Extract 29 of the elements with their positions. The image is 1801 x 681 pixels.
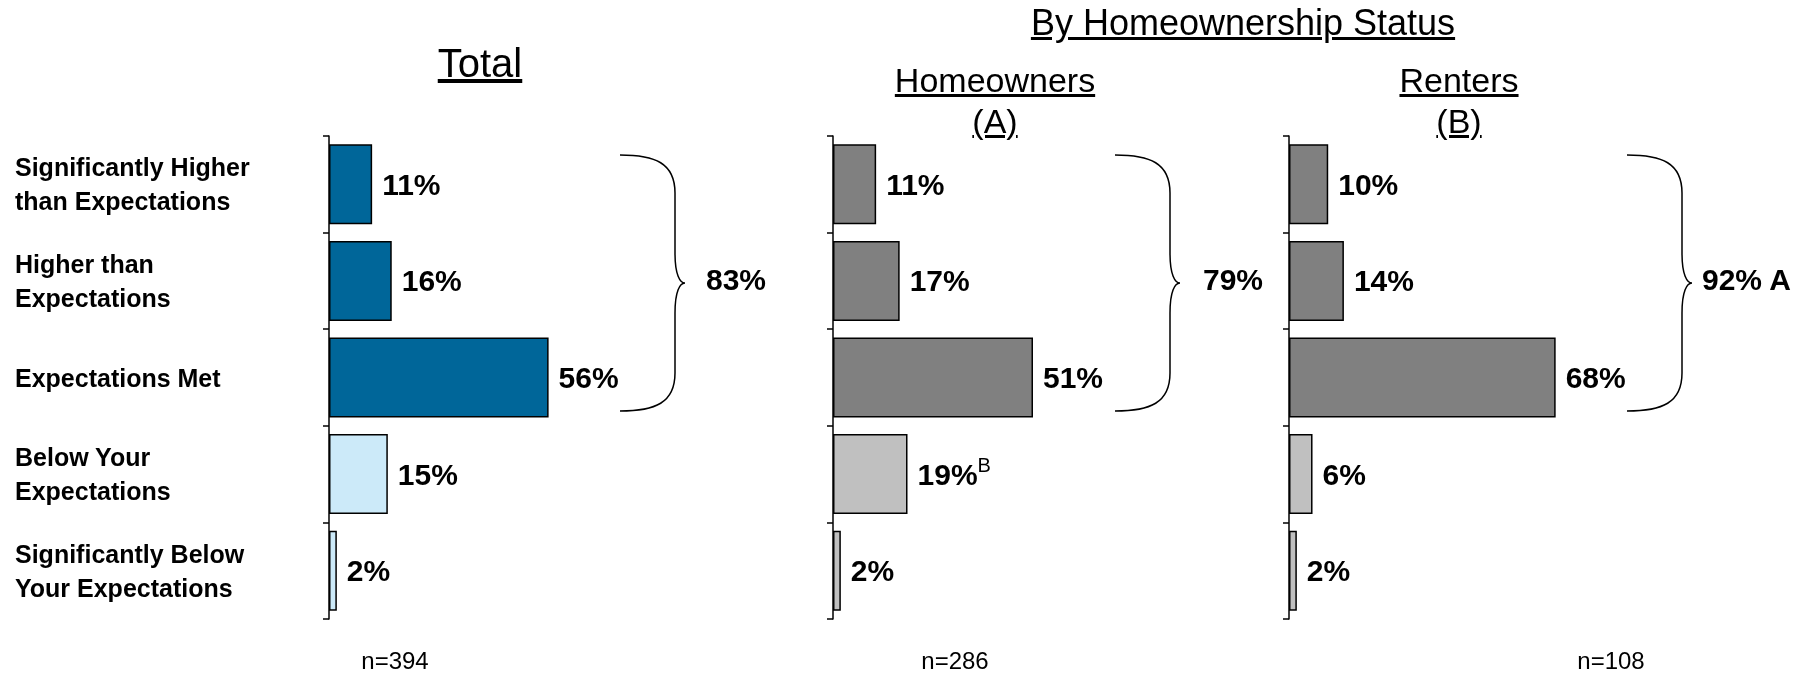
data-label: 68% <box>1565 361 1626 394</box>
data-label: 2% <box>1306 554 1351 588</box>
y-tick-label: Higher than Expectations <box>15 249 171 312</box>
chart-title: Total <box>436 40 524 86</box>
y-tick-label: Expectations Met <box>15 363 222 392</box>
data-label: 56% <box>558 361 619 394</box>
data-label: 51% <box>1043 361 1104 394</box>
text: n=394 <box>360 647 430 675</box>
text: n=286 <box>920 647 990 675</box>
text: 79% <box>1203 263 1264 298</box>
data-label: 15% <box>397 457 458 491</box>
data-label: 2% <box>346 554 391 588</box>
data-label: 2% <box>850 554 895 588</box>
data-label: 6% <box>1322 457 1366 491</box>
y-tick-label: Significantly Below Your Expectations <box>15 539 252 602</box>
text: By Homeownership Status <box>1029 2 1457 44</box>
y-tick-label: Below Your Expectations <box>15 443 171 506</box>
chart-subtitle: Homeowners (A) <box>893 60 1097 142</box>
data-label: 11% <box>886 167 945 201</box>
data-label: 11% <box>382 167 441 201</box>
data-label: 17% <box>909 264 970 298</box>
data-label: 16% <box>401 264 462 298</box>
y-tick-label: Significantly Higher than Expectations <box>15 153 257 216</box>
text: 92% A <box>1702 263 1791 298</box>
chart-subtitle: Renters (B) <box>1398 60 1520 142</box>
text: 83% <box>706 263 767 298</box>
data-label: 10% <box>1338 167 1399 201</box>
data-label: 14% <box>1353 264 1414 298</box>
text: n=108 <box>1576 647 1646 675</box>
